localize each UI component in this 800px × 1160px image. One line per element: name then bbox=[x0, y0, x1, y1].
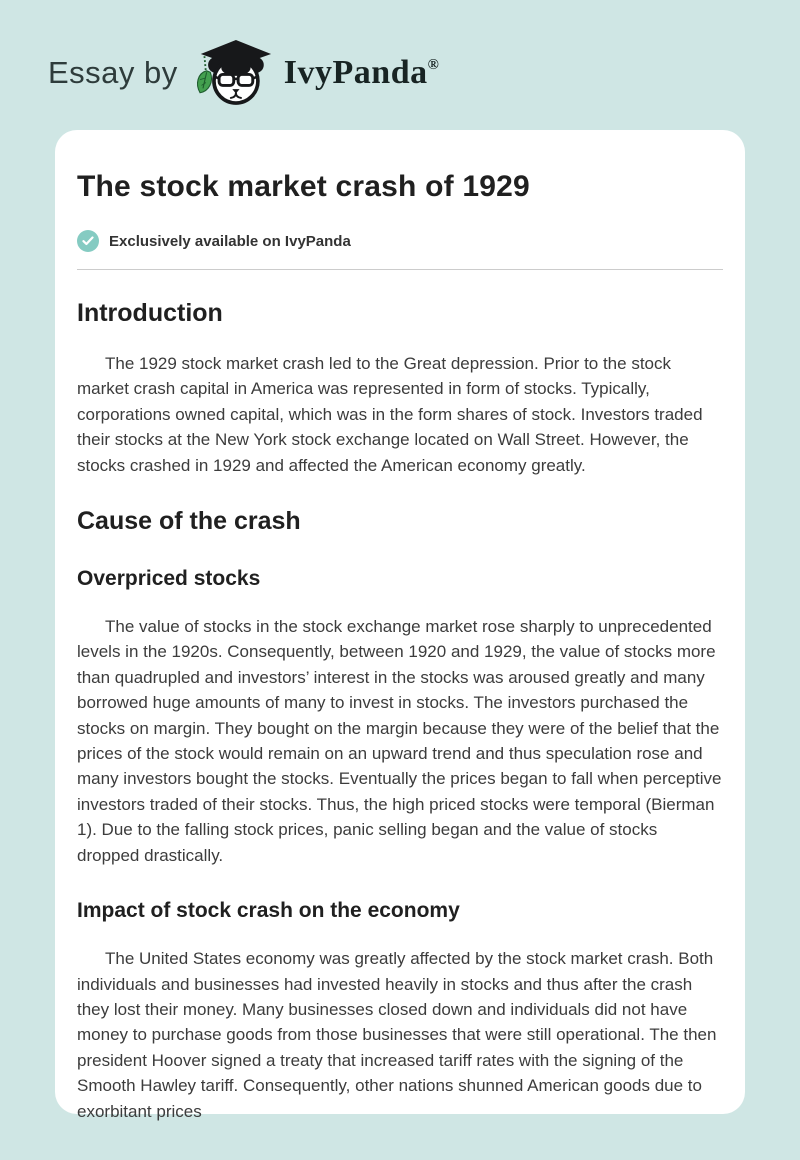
ivypanda-logo: IvyPanda® bbox=[192, 38, 440, 108]
paragraph: The 1929 stock market crash led to the G… bbox=[77, 354, 703, 475]
paragraph: The United States economy was greatly af… bbox=[77, 949, 717, 1121]
check-icon bbox=[77, 230, 99, 252]
registered-mark: ® bbox=[427, 57, 440, 73]
sub-heading-impact-on-economy: Impact of stock crash on the economy bbox=[77, 899, 460, 923]
section-heading-cause-of-the-crash: Cause of the crash bbox=[77, 507, 301, 536]
sub-heading-overpriced-stocks: Overpriced stocks bbox=[77, 567, 261, 591]
availability-badge: Exclusively available on IvyPanda bbox=[77, 230, 723, 252]
panda-graduate-icon bbox=[196, 40, 271, 105]
site-header: Essay by IvyPanda® bbox=[0, 0, 800, 110]
page-title: The stock market crash of 1929 bbox=[77, 170, 530, 203]
essay-by-label: Essay by bbox=[48, 55, 178, 90]
divider bbox=[77, 269, 723, 270]
paragraph: The value of stocks in the stock exchang… bbox=[77, 617, 722, 865]
brand-name: IvyPanda® bbox=[283, 54, 440, 91]
essay-card: The stock market crash of 1929 Exclusive… bbox=[55, 130, 745, 1121]
availability-badge-label: Exclusively available on IvyPanda bbox=[109, 232, 351, 250]
section-heading-introduction: Introduction bbox=[77, 299, 223, 327]
